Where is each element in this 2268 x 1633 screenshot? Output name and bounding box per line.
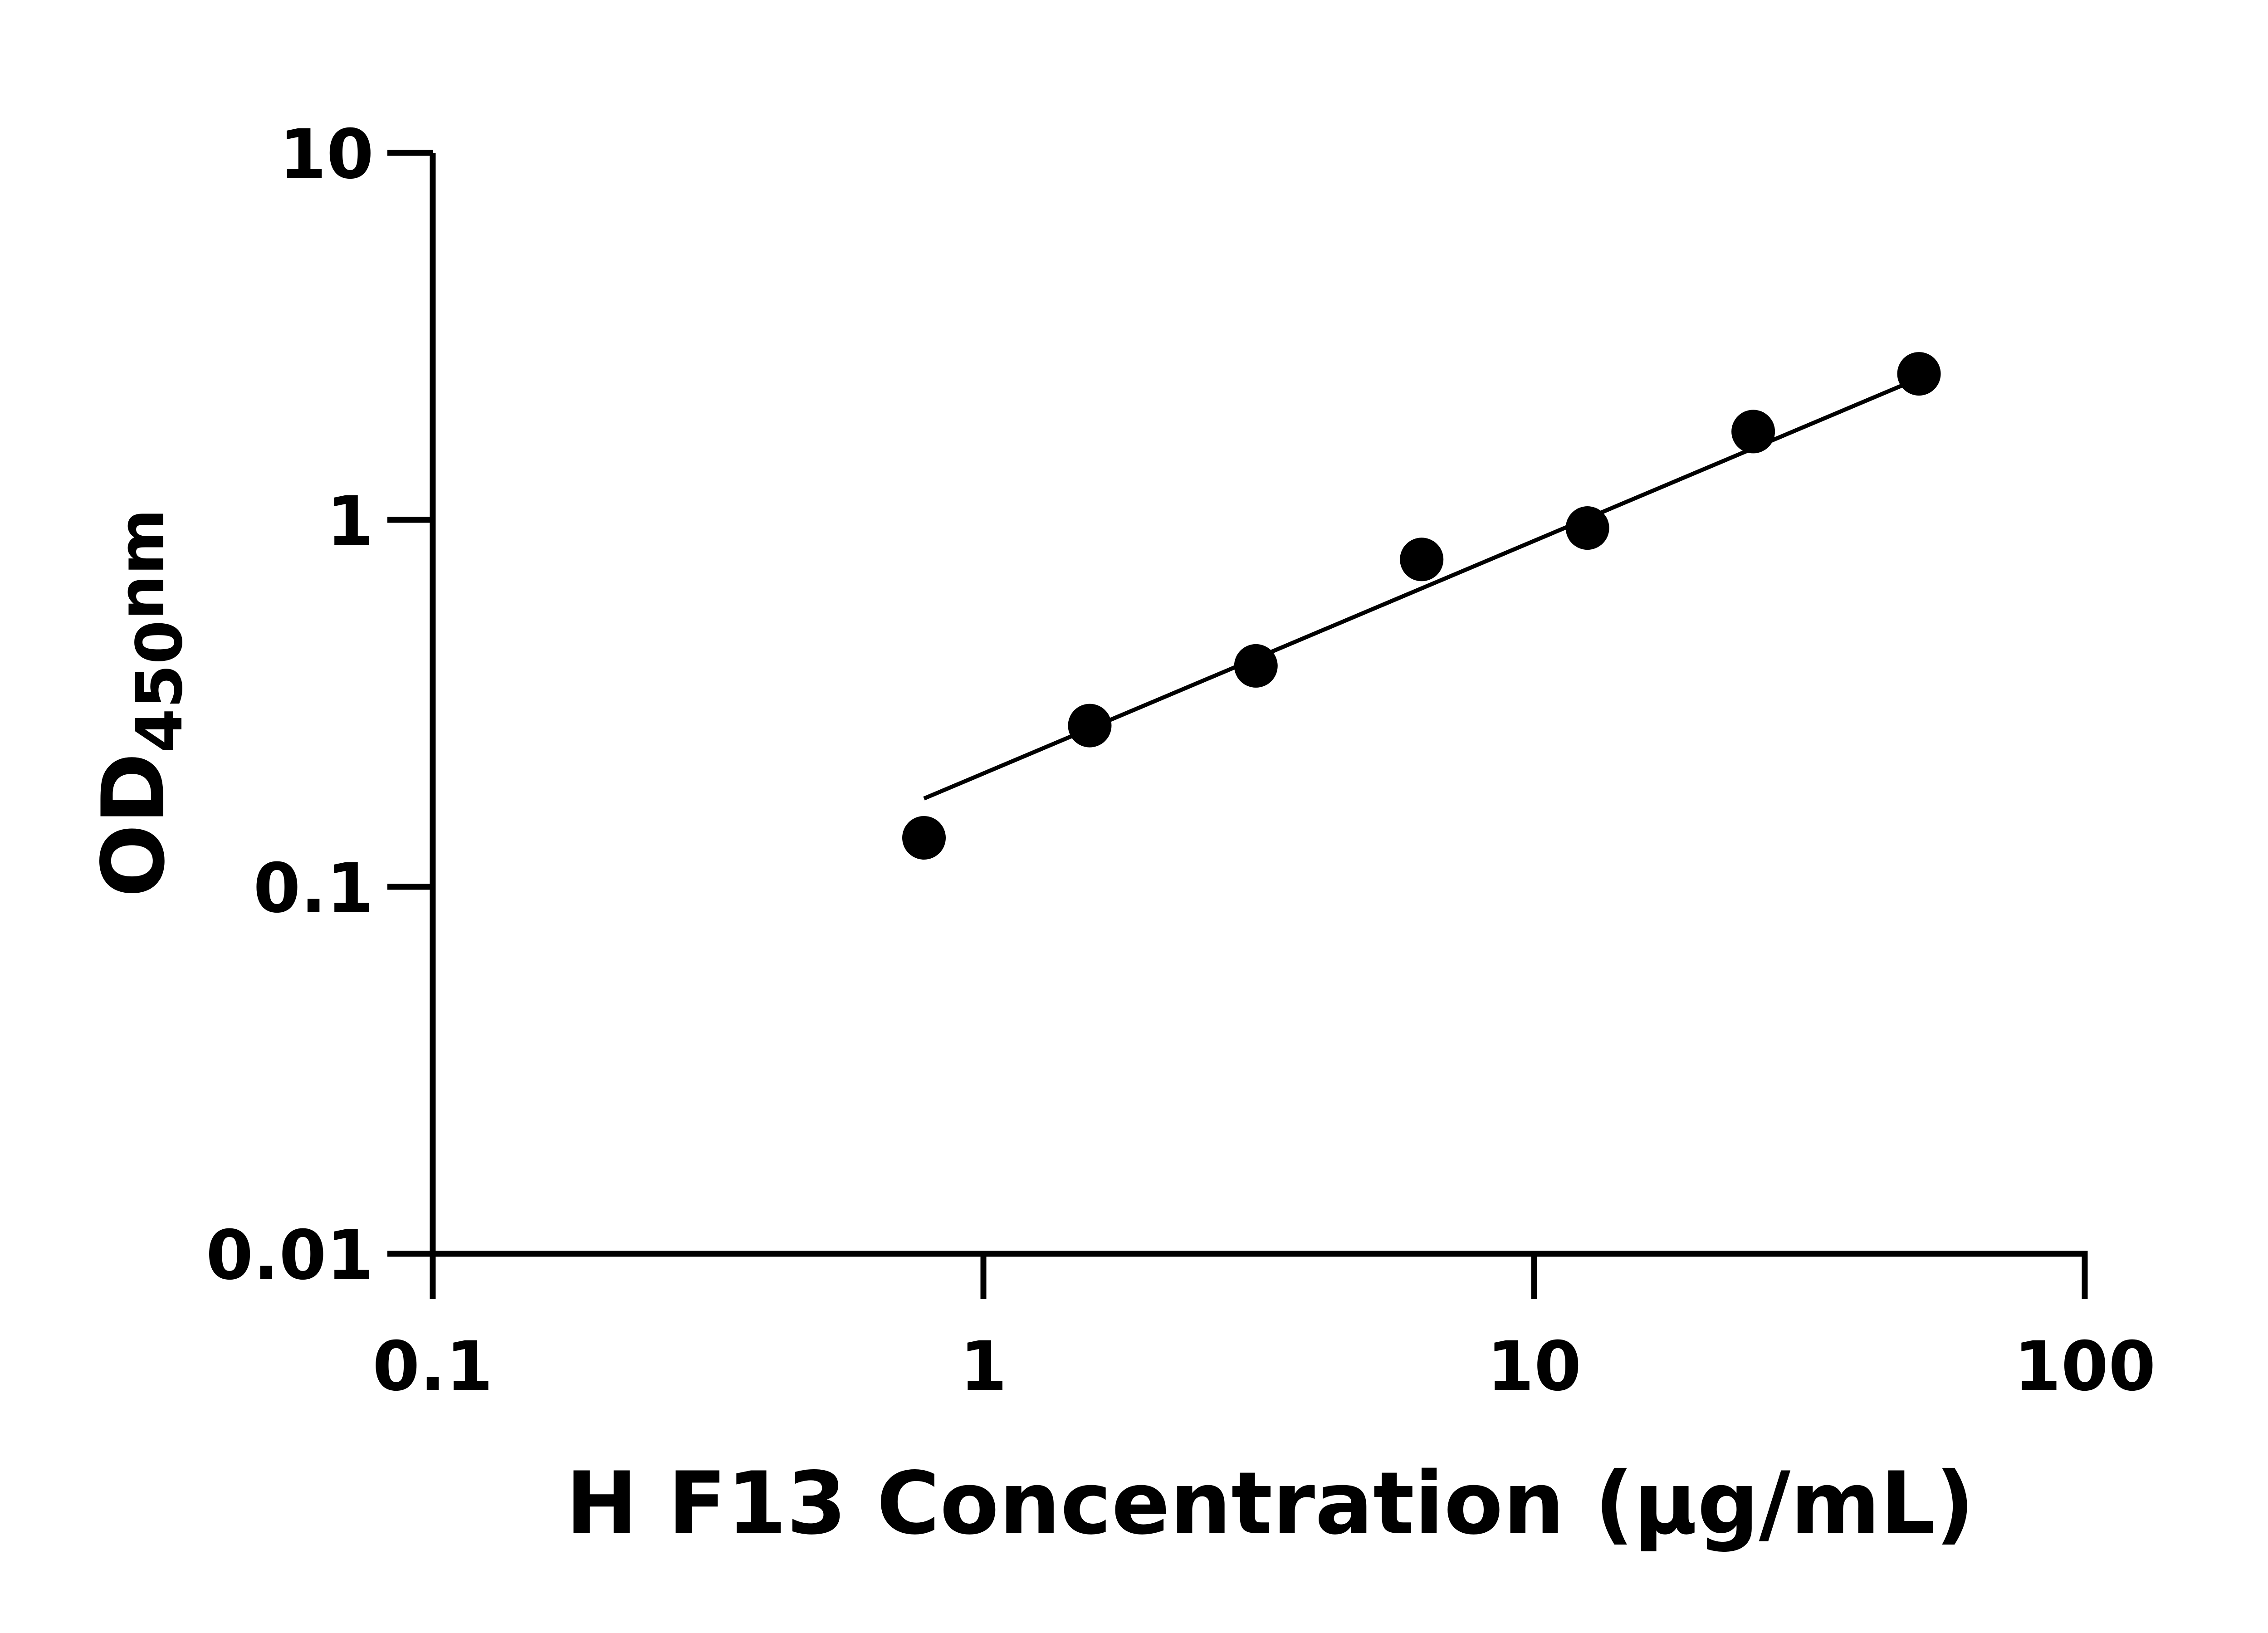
data-point	[1400, 538, 1444, 582]
x-tick-label: 100	[2014, 1327, 2156, 1406]
data-point	[1897, 352, 1941, 396]
x-tick-label: 1	[960, 1327, 1007, 1406]
x-axis-title: H F13 Concentration (μg/mL)	[566, 1453, 1975, 1554]
data-point	[1731, 410, 1775, 454]
x-tick-label: 10	[1487, 1327, 1582, 1406]
data-point	[1234, 644, 1278, 688]
data-point	[1068, 704, 1112, 748]
axes	[387, 150, 2088, 1299]
data-marks	[902, 352, 1941, 860]
data-point	[1565, 506, 1609, 550]
y-tick-label: 0.1	[253, 849, 374, 928]
y-tick-label: 0.01	[206, 1216, 374, 1295]
y-axis-title-subscript: 450	[123, 620, 197, 753]
tick-labels: 0.1 1 10 100 0.01 0.1 1 10	[206, 115, 2156, 1406]
y-tick-label: 10	[279, 115, 374, 194]
x-tick-label: 0.1	[372, 1327, 493, 1406]
y-axis-title-suffix: nm	[105, 508, 179, 620]
y-axis-title-main: OD	[83, 753, 184, 897]
data-point	[902, 816, 946, 860]
y-axis-title: OD450nm	[83, 508, 197, 897]
y-tick-label: 1	[327, 482, 374, 561]
